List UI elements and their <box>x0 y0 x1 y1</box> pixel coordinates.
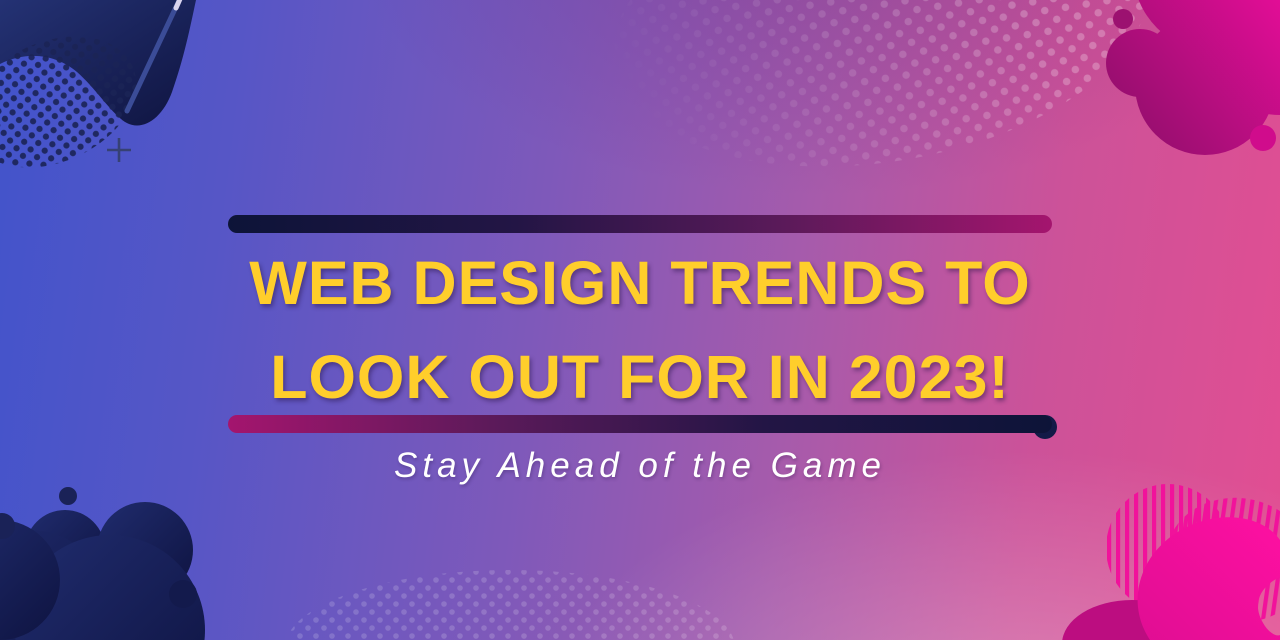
bottom-left-satellite-dot-1 <box>59 487 77 505</box>
banner-title: WEB DESIGN TRENDS TO LOOK OUT FOR IN 202… <box>0 236 1280 424</box>
top-left-decor <box>0 0 196 168</box>
bottom-left-navy-cloud-blob <box>0 502 205 640</box>
title-bottom-bar <box>228 415 1052 433</box>
top-right-decor <box>1106 0 1280 155</box>
diagonal-stick <box>124 0 183 114</box>
top-right-small-dot <box>1113 9 1133 29</box>
bottom-left-satellite-dot-3 <box>169 580 197 608</box>
top-left-halftone-dots-dark <box>0 36 137 168</box>
top-right-magenta-cloud-blob <box>1106 0 1280 155</box>
top-right-notch-dot <box>1250 125 1276 151</box>
bottom-right-bright-pink-blob <box>1137 517 1280 640</box>
banner-subtitle: Stay Ahead of the Game <box>394 446 886 485</box>
bottom-left-satellite-dot-2 <box>0 513 15 539</box>
title-top-bar <box>228 215 1052 233</box>
bottom-right-decor <box>1033 415 1280 640</box>
plus-sign <box>107 138 131 162</box>
bottom-left-decor <box>0 487 205 640</box>
title-line-2: LOOK OUT FOR IN 2023! <box>270 343 1010 411</box>
diagonal-stick-tip <box>173 0 183 11</box>
top-center-halftone-dots <box>612 0 1148 167</box>
bottom-center-halftone-dots <box>286 570 734 640</box>
title-line-1: WEB DESIGN TRENDS TO <box>249 249 1031 317</box>
